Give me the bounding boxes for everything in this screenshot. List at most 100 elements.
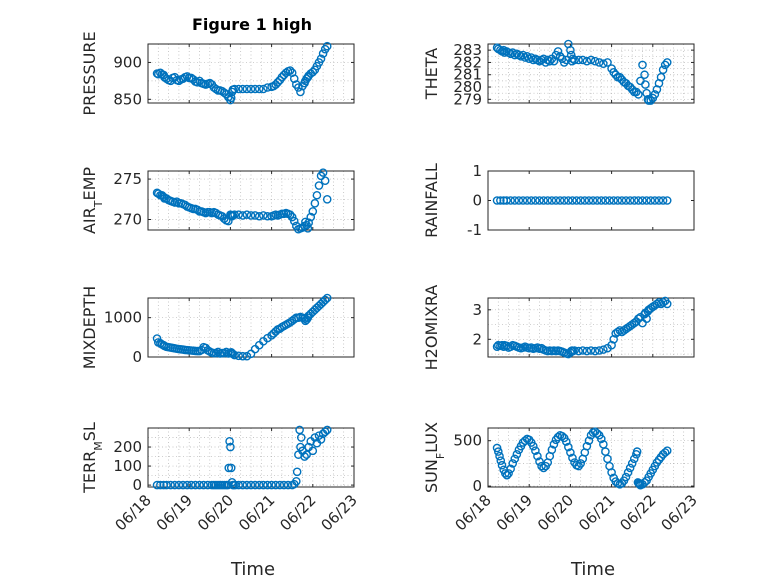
data-point (570, 346, 579, 355)
data-point (225, 437, 234, 446)
data-point (273, 78, 283, 87)
y-tick-label: 275 (113, 170, 142, 188)
data-point (662, 58, 672, 67)
data-point (238, 480, 248, 490)
data-point (279, 480, 289, 490)
data-point (578, 55, 588, 65)
data-point (658, 65, 668, 75)
data-point (576, 196, 586, 205)
data-point (609, 196, 618, 205)
axes-frame (147, 170, 355, 231)
data-point (547, 445, 557, 455)
data-point (531, 446, 540, 455)
series (492, 296, 672, 359)
series (492, 427, 672, 490)
data-point (228, 349, 238, 359)
data-point (320, 295, 330, 305)
data-point (559, 196, 569, 205)
data-point (238, 351, 248, 361)
data-point (607, 468, 616, 477)
data-point (658, 298, 668, 307)
subplot-3: 270 275 AIRTEMP (80, 167, 355, 234)
data-point (568, 196, 577, 205)
data-point (259, 480, 268, 490)
data-point (605, 196, 614, 205)
data-point (510, 196, 520, 205)
data-point (234, 84, 243, 94)
data-point (178, 74, 188, 83)
data-point (238, 211, 248, 220)
data-point (580, 196, 590, 205)
data-point (549, 440, 559, 449)
y-tick-label: 283 (453, 41, 482, 59)
data-point (553, 432, 563, 442)
data-point (238, 84, 248, 94)
y-tick-label: 270 (113, 210, 142, 228)
data-point (193, 78, 202, 87)
data-point (652, 299, 662, 309)
data-point (629, 196, 639, 205)
data-point (539, 463, 548, 473)
y-tick-label: 279 (453, 90, 482, 108)
data-point (638, 60, 647, 70)
axes-frame (487, 427, 695, 488)
data-point (312, 190, 322, 200)
data-point (537, 461, 546, 471)
data-point (574, 346, 583, 356)
axes-frame (147, 427, 355, 488)
data-point (322, 41, 332, 51)
data-point (551, 196, 561, 205)
data-point (654, 196, 664, 205)
data-point (654, 298, 664, 307)
data-point (230, 210, 239, 219)
data-point (621, 472, 631, 482)
data-point (250, 480, 260, 490)
data-point (561, 437, 571, 446)
y-tick-label: 200 (113, 438, 142, 456)
axes-frame (147, 43, 355, 104)
data-point (632, 447, 642, 456)
data-point (555, 51, 565, 61)
data-point (588, 196, 598, 205)
data-point (568, 453, 577, 463)
data-point (592, 429, 602, 438)
data-point (495, 451, 504, 461)
x-axis-label: Time (570, 559, 615, 580)
data-point (254, 480, 264, 490)
data-point (572, 196, 581, 205)
x-tick-label: 06/18 (112, 491, 155, 534)
data-point (526, 196, 536, 205)
data-point (493, 447, 503, 456)
data-point (234, 351, 243, 361)
data-point (640, 70, 649, 80)
data-point (289, 216, 299, 226)
data-point (597, 434, 606, 444)
data-point (617, 196, 627, 205)
data-point (304, 218, 313, 228)
figure-title: Figure 1 high (192, 15, 312, 34)
data-point (285, 210, 295, 219)
data-point (496, 456, 506, 465)
y-axis-label: AIRTEMP (80, 167, 105, 234)
data-point (302, 450, 311, 459)
data-point (296, 433, 306, 442)
data-point (250, 84, 260, 94)
data-point (246, 211, 256, 220)
data-point (318, 168, 328, 177)
data-point (599, 59, 608, 68)
y-tick-label: 850 (113, 90, 142, 108)
data-point (541, 58, 550, 67)
data-point (584, 436, 594, 446)
data-point (174, 76, 184, 86)
data-point (634, 479, 644, 488)
data-point (316, 54, 326, 64)
series (152, 293, 332, 361)
data-point (316, 435, 326, 444)
data-point (162, 74, 171, 83)
data-point (634, 196, 643, 205)
data-point (242, 210, 252, 219)
data-point (226, 442, 235, 452)
data-point (660, 60, 670, 70)
data-point (650, 90, 660, 99)
